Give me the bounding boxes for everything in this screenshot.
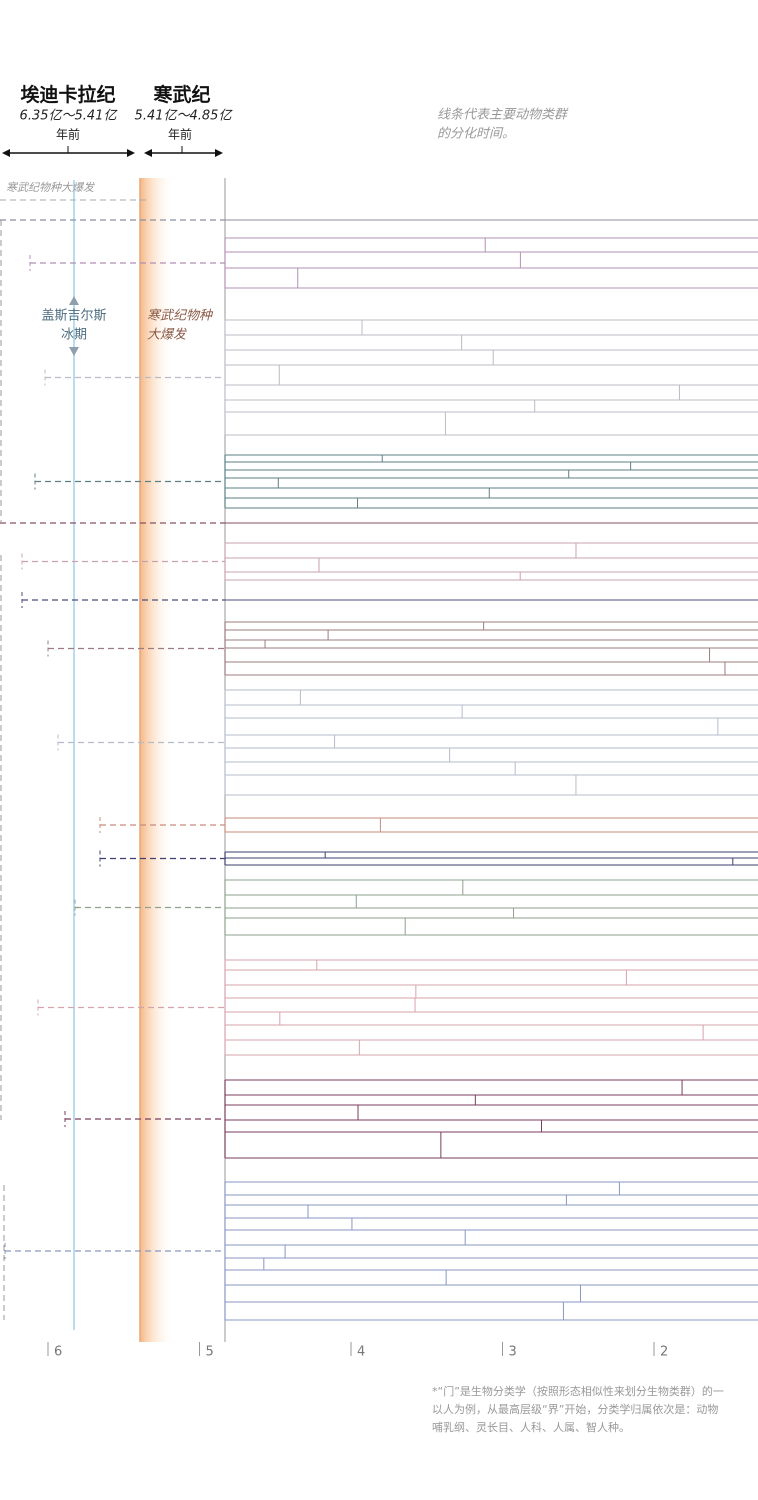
header: 埃迪卡拉纪 6.35亿～5.41亿 年前 寒武纪 5.41亿～4.85亿 年前 … [2,83,569,157]
period-unit: 年前 [168,127,192,142]
down-arrow [69,347,79,356]
period-range: 5.41亿～4.85亿 [135,109,234,124]
axis-tick-label: 6 [54,1345,62,1360]
axis-tick-label: 3 [509,1345,517,1360]
period-range: 6.35亿～5.41亿 [20,109,119,124]
explosion-label-top: 寒武纪物种大爆发 [6,181,95,194]
arrowhead [127,149,135,157]
explosion-label: 大爆发 [147,328,188,343]
footnote: *“门”是生物分类学（按照形态相似性来划分生物类群）的一 [432,1384,724,1398]
period-unit: 年前 [56,127,80,142]
explosion-band [140,178,174,1342]
arrowhead [144,149,152,157]
glaciation-label: 盖斯吉尔斯 [41,309,106,324]
axis-tick-label: 4 [357,1345,365,1360]
axis-tick-label: 5 [206,1345,214,1360]
glaciation-label: 冰期 [61,328,87,343]
footnote: 以人为例，从最高层级“界”开始，分类学归属依次是：动物 [432,1402,718,1416]
tree [0,219,758,1321]
up-arrow [69,296,79,305]
period-name: 埃迪卡拉纪 [20,83,115,106]
arrowhead [215,149,223,157]
arrowhead [2,149,10,157]
note: 线条代表主要动物类群 [437,108,569,123]
time-axis: 6 5 4 3 2 [47,1342,668,1360]
footnote: 哺乳纲、灵长目、人科、人属、智人种。 [432,1420,630,1434]
period-name: 寒武纪 [153,83,210,106]
explosion-label: 寒武纪物种 [147,308,214,324]
axis-tick-label: 2 [660,1345,668,1360]
note: 的分化时间。 [437,127,515,142]
